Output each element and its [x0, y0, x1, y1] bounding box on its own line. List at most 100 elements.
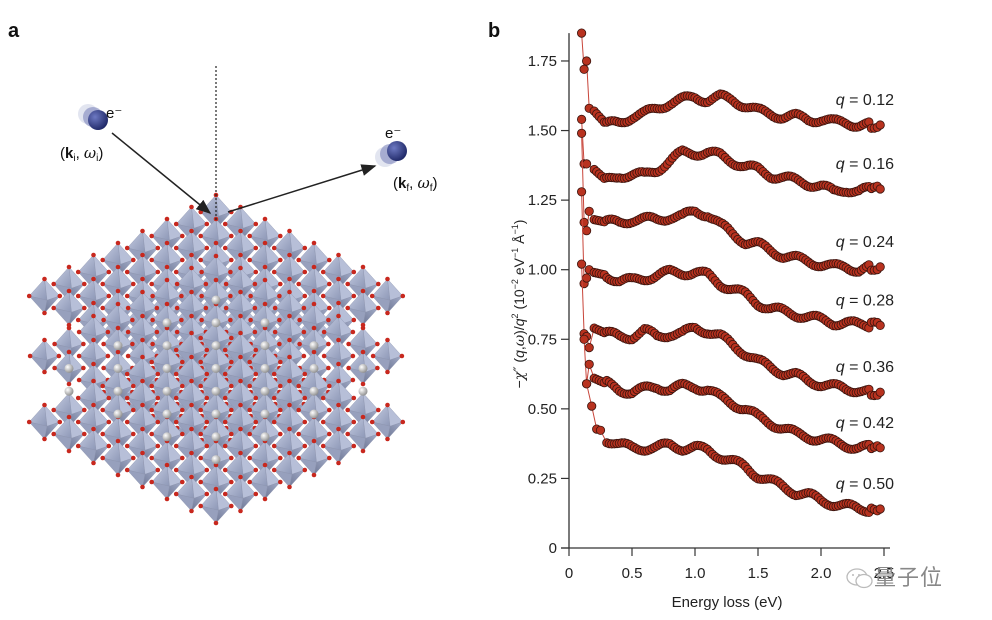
data-point: [851, 267, 861, 277]
data-point: [647, 167, 657, 177]
oxygen-atom: [238, 402, 243, 408]
oxygen-atom: [125, 353, 131, 359]
data-point: [859, 182, 869, 193]
oxygen-atom: [180, 407, 185, 413]
scattered-electron-label: (kf, ωf): [393, 174, 437, 194]
data-point: [801, 255, 811, 265]
data-point: [735, 457, 746, 467]
data-point: [597, 171, 607, 181]
data-point: [675, 445, 685, 455]
data-point: [768, 112, 778, 122]
oxygen-atom: [228, 317, 233, 323]
data-point: [637, 326, 647, 336]
data-point: [864, 384, 874, 394]
data-point: [655, 104, 665, 114]
data-point: [776, 302, 786, 313]
data-point: [763, 359, 773, 370]
oxygen-atom: [327, 257, 332, 263]
data-point: [718, 89, 728, 100]
oxygen-atom: [100, 455, 105, 461]
data-point: [644, 104, 655, 114]
octahedron: [222, 204, 259, 244]
series-line: [581, 33, 881, 129]
data-point: [735, 348, 746, 358]
data-point: [828, 501, 839, 512]
oxygen-atom: [66, 414, 72, 420]
oxygen-atom: [149, 281, 154, 287]
data-point: [738, 285, 748, 295]
data-point: [743, 464, 753, 474]
data-point: [718, 391, 728, 401]
data-point: [821, 180, 831, 190]
oxygen-atom: [155, 371, 161, 377]
oxygen-atom: [385, 402, 390, 408]
octahedron: [149, 462, 185, 502]
data-point: [748, 406, 758, 416]
data-point: [690, 384, 700, 394]
data-point: [602, 326, 612, 337]
oxygen-atom: [262, 277, 268, 283]
scattered-electron-symbol: e⁻: [385, 125, 401, 142]
oxygen-atom: [326, 341, 331, 347]
oxygen-atom: [189, 426, 194, 432]
oxygen-atom: [252, 305, 258, 311]
oxygen-atom: [277, 293, 282, 299]
oxygen-atom: [91, 378, 96, 384]
data-point: [725, 157, 735, 167]
data-point: [584, 103, 594, 113]
data-point: [589, 323, 599, 333]
data-point: [816, 116, 826, 127]
data-point: [617, 173, 627, 183]
data-point: [657, 216, 667, 226]
oxygen-atom: [91, 252, 96, 258]
data-point: [748, 237, 758, 248]
data-point: [632, 111, 642, 121]
oxygen-atom: [297, 341, 302, 347]
data-point: [614, 217, 625, 227]
cation-atom: [260, 386, 270, 396]
data-point: [750, 353, 761, 363]
data-point: [808, 489, 819, 499]
data-point: [861, 118, 872, 128]
data-point: [675, 93, 685, 103]
x-axis-label: Energy loss (eV): [672, 594, 783, 611]
cation-atom: [358, 363, 368, 373]
data-point: [619, 118, 630, 128]
data-point: [639, 381, 650, 391]
data-point: [662, 216, 672, 226]
oxygen-atom: [375, 365, 380, 371]
data-point: [844, 498, 854, 509]
oxygen-atom: [296, 455, 302, 461]
data-point: [710, 215, 720, 225]
data-point: [760, 169, 771, 179]
data-point: [584, 342, 594, 353]
data-point: [818, 497, 829, 507]
data-point: [634, 274, 645, 284]
data-point: [753, 474, 763, 484]
oxygen-atom: [272, 329, 278, 335]
data-point: [697, 266, 708, 276]
data-point: [710, 386, 720, 397]
data-point: [808, 310, 819, 320]
data-point: [680, 91, 690, 101]
oxygen-atom: [229, 503, 234, 509]
data-point: [650, 168, 660, 178]
data-point: [579, 159, 589, 169]
oxygen-atom: [173, 491, 179, 497]
oxygen-atom: [360, 288, 366, 294]
oxygen-atom: [180, 455, 185, 461]
data-point: [849, 187, 859, 197]
data-point: [806, 488, 816, 498]
data-point: [652, 271, 662, 281]
wechat-icon: [846, 568, 874, 590]
octahedron: [26, 402, 63, 442]
data-point: [796, 429, 806, 439]
data-point: [650, 442, 660, 452]
data-point: [728, 159, 738, 169]
data-point: [738, 238, 748, 249]
data-point: [612, 384, 622, 394]
data-point: [786, 171, 796, 181]
oxygen-atom: [400, 419, 406, 425]
data-point: [617, 438, 627, 448]
data-point: [644, 167, 655, 177]
